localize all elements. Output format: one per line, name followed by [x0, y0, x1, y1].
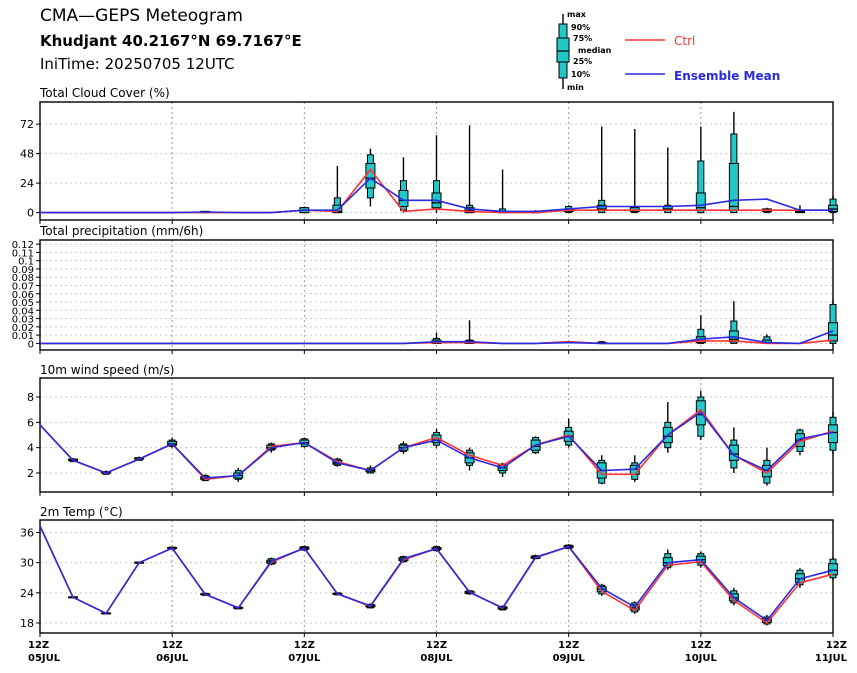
panel-4-ytick-label: 36	[20, 527, 34, 540]
panel-1-box	[497, 169, 508, 214]
x-tick-label-time: 12Z	[826, 640, 847, 651]
inner-box	[728, 444, 739, 461]
panel-2-ytick-label: 0.04	[12, 306, 34, 317]
panel-2-ytick-label: 0.12	[12, 240, 34, 251]
inner-box	[828, 204, 838, 212]
panel-1-box	[828, 195, 838, 214]
panel-1-box	[629, 129, 640, 214]
panel-1-frame	[39, 101, 834, 221]
panel-2-box	[828, 300, 838, 344]
panel-2-title: Total precipitation (mm/6h)	[39, 224, 203, 238]
x-tick-label-time: 12Z	[294, 640, 315, 651]
panel-2-ytick-label: 0.07	[12, 281, 34, 292]
panel-1-box	[332, 165, 343, 214]
x-tick-label-date: 09JUL	[553, 653, 586, 664]
panel-1-box	[596, 126, 607, 214]
panel-3-box	[662, 402, 673, 453]
init-time-label: IniTime: 20250705 12UTC	[40, 55, 235, 73]
location-label: Khudjant 40.2167°N 69.7167°E	[40, 32, 302, 50]
panel-2-ytick-label: 0.11	[12, 248, 34, 259]
panel-2-ytick-label: 0.06	[12, 290, 34, 301]
legend-box-label: min	[567, 83, 584, 92]
panel-4-ytick-label: 30	[20, 557, 34, 570]
inner-box	[365, 162, 376, 189]
x-tick-label-date: 11JUL	[815, 653, 848, 664]
panel-2-ytick-label: 0.09	[12, 265, 34, 276]
panel-4-ytick-label: 24	[20, 587, 34, 600]
legend-mean-label: Ensemble Mean	[674, 69, 780, 83]
x-tick-label-time: 12Z	[426, 640, 447, 651]
panel-2-mean-line	[40, 330, 834, 345]
panel-4-title: 2m Temp (°C)	[40, 505, 123, 519]
panel-2-ytick-label: 0	[28, 339, 34, 350]
meteogram-title: CMA—GEPS Meteogram	[40, 6, 243, 26]
panel-3-mean-line	[39, 411, 834, 479]
panel-3-ytick-label: 2	[27, 467, 34, 480]
panel-2-ytick-label: 0.08	[12, 273, 34, 284]
legend-box-label: 10%	[571, 70, 590, 79]
x-tick-label-time: 12Z	[28, 640, 49, 651]
panel-1-ytick-label: 72	[20, 118, 34, 131]
panel-2-box	[464, 320, 475, 344]
inner-box	[728, 162, 739, 211]
x-tick-label-date: 06JUL	[156, 653, 189, 664]
panel-3-ytick-label: 4	[27, 442, 34, 455]
panel-2-ytick-label: 0.1	[18, 257, 34, 268]
legend	[556, 14, 570, 89]
panel-1-ytick-label: 48	[20, 148, 34, 161]
x-tick-label-time: 12Z	[558, 640, 579, 651]
panel-4-ytick-label: 18	[20, 617, 34, 630]
x-tick-label-time: 12Z	[162, 640, 183, 651]
panel-4-mean-line	[39, 525, 834, 622]
panel-1-box	[464, 125, 475, 214]
panel-1-box	[728, 111, 739, 214]
legend-box-label: 25%	[573, 57, 592, 66]
panel-3-ytick-label: 6	[27, 416, 34, 429]
panel-2-ytick-label: 0.02	[12, 323, 34, 334]
panel-1-ytick-label: 0	[27, 207, 34, 220]
panel-1-ytick-label: 24	[20, 177, 34, 190]
x-tick-label-time: 12Z	[690, 640, 711, 651]
legend-box-label: median	[578, 46, 612, 55]
legend-box-label: 90%	[571, 23, 590, 32]
x-tick-label-date: 10JUL	[685, 653, 718, 664]
panel-2-ytick-label: 0.05	[12, 298, 34, 309]
panel-1-box	[662, 147, 673, 214]
panel-2-ytick-label: 0.03	[12, 315, 34, 326]
x-tick-label-date: 07JUL	[288, 653, 321, 664]
panel-2-frame	[39, 239, 834, 351]
inner-box	[398, 190, 409, 207]
panel-1-box	[398, 157, 409, 213]
x-tick-label-date: 08JUL	[420, 653, 453, 664]
outer-box	[697, 160, 705, 214]
legend-box-label: 75%	[573, 34, 592, 43]
panel-1-title: Total Cloud Cover (%)	[39, 86, 170, 100]
panel-1-mean-line	[40, 177, 833, 214]
panel-4-box	[828, 556, 838, 581]
panel-3-title: 10m wind speed (m/s)	[40, 363, 174, 377]
legend-box-label: max	[567, 10, 587, 19]
x-tick-label-date: 05JUL	[28, 653, 61, 664]
legend-ctrl-label: Ctrl	[674, 34, 695, 48]
panel-3-ytick-label: 8	[27, 391, 34, 404]
inner-box	[828, 563, 838, 576]
inner-box	[332, 204, 343, 214]
panel-4-box	[596, 583, 607, 596]
panel-1-box	[695, 126, 706, 214]
panel-2-ytick-label: 0.01	[12, 331, 34, 342]
legend-inner-box	[556, 37, 570, 63]
panel-3-box	[563, 418, 574, 448]
